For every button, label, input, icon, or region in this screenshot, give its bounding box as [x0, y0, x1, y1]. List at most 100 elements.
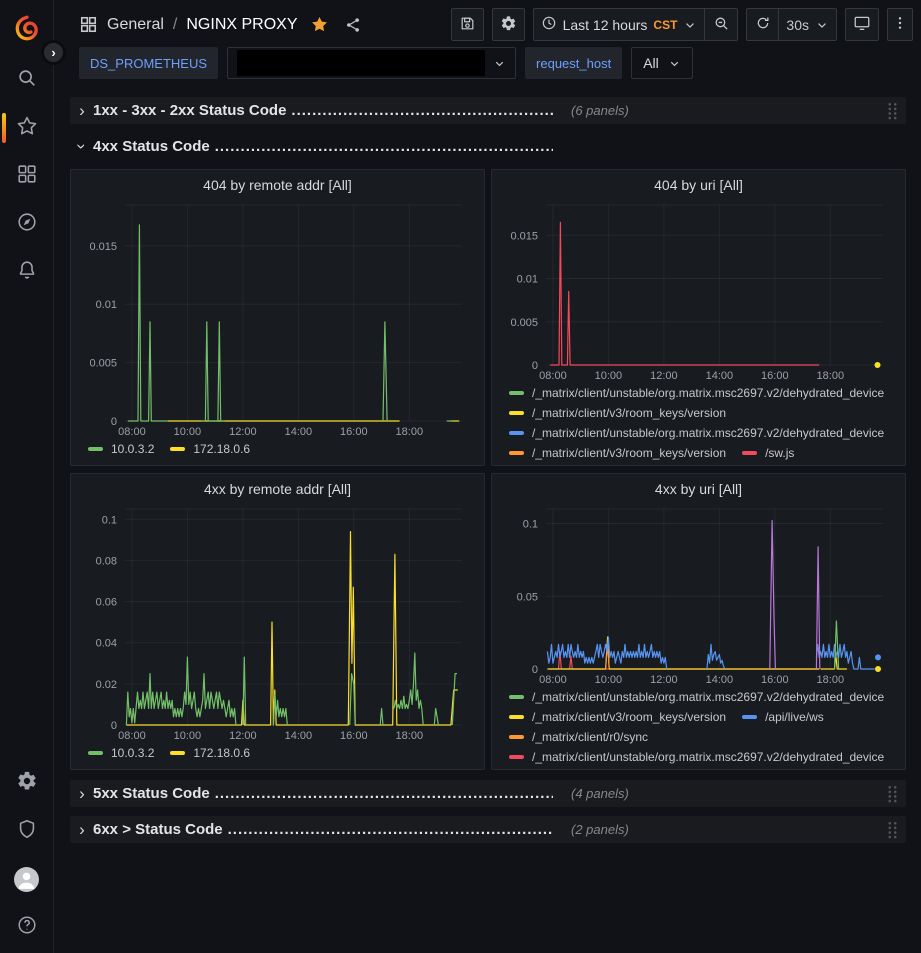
breadcrumb-separator: / [172, 15, 178, 33]
variable-value-request-host: All [643, 55, 659, 71]
legend-item[interactable]: /_matrix/client/v3/room_keys/version [509, 403, 726, 423]
time-range-picker[interactable]: Last 12 hours CST [532, 8, 706, 41]
row-title: 6xx > Status Code [93, 820, 223, 838]
legend-series-color [742, 451, 758, 455]
legend-item[interactable]: 10.0.3.2 [88, 439, 154, 459]
row-title-dots: ........................................… [227, 820, 553, 838]
sidebar-nav [0, 56, 53, 296]
legend-series-color [509, 391, 524, 395]
sidebar-item-explore[interactable] [0, 200, 53, 248]
redacted-value [237, 50, 486, 76]
sidebar-item-dashboards[interactable] [0, 152, 53, 200]
save-dashboard-button[interactable] [450, 8, 484, 41]
sidebar-item-help[interactable] [0, 903, 53, 951]
legend-series-label: /_matrix/client/unstable/org.matrix.msc2… [532, 690, 885, 704]
sidebar-item-profile[interactable] [0, 855, 53, 903]
row-6xx[interactable]: › 6xx > Status Code.....................… [70, 816, 906, 843]
time-zone-label: CST [653, 17, 678, 32]
panel-legend: 10.0.3.2 172.18.0.6 [81, 742, 474, 766]
row-drag-handle[interactable] [887, 784, 898, 803]
legend-series-label: 172.18.0.6 [193, 442, 251, 456]
legend-series-label: /_matrix/client/unstable/org.matrix.msc2… [532, 426, 885, 440]
compass-icon [16, 211, 38, 238]
svg-text:0.02: 0.02 [96, 679, 117, 691]
row-drag-handle[interactable] [887, 101, 898, 120]
panel-title[interactable]: 4xx by remote addr [All] [203, 481, 352, 497]
legend-item[interactable]: /_matrix/client/v3/room_keys/version [509, 443, 726, 462]
svg-text:0.01: 0.01 [517, 274, 538, 286]
refresh-interval-select[interactable]: 30s [779, 8, 837, 41]
svg-text:18:00: 18:00 [817, 370, 845, 382]
row-title: 1xx - 3xx - 2xx Status Code [93, 101, 287, 119]
sidebar-item-server-admin[interactable] [0, 807, 53, 855]
grafana-logo[interactable] [10, 12, 44, 46]
favorite-star-icon[interactable] [310, 15, 329, 34]
legend-item[interactable]: 10.0.3.2 [88, 743, 154, 763]
svg-text:0.015: 0.015 [510, 230, 538, 242]
row-1xx-3xx-2xx[interactable]: › 1xx - 3xx - 2xx Status Code...........… [70, 97, 906, 124]
legend-series-label: /_matrix/client/unstable/org.matrix.msc2… [532, 750, 885, 764]
legend-series-color [509, 451, 524, 455]
chevron-right-icon: › [79, 820, 85, 839]
legend-item[interactable]: /_matrix/client/v3/room_keys/version [509, 707, 726, 727]
svg-text:0.005: 0.005 [510, 317, 538, 329]
tv-mode-button[interactable] [845, 8, 879, 41]
svg-text:0.005: 0.005 [89, 358, 117, 370]
svg-text:10:00: 10:00 [595, 370, 623, 382]
row-5xx[interactable]: › 5xx Status Code.......................… [70, 780, 906, 807]
legend-item[interactable]: /_matrix/client/unstable/org.matrix.msc2… [509, 747, 884, 766]
legend-series-color [742, 715, 758, 719]
row-drag-handle[interactable] [887, 820, 898, 839]
svg-text:14:00: 14:00 [285, 426, 313, 438]
sidebar-expand-button[interactable]: › [41, 40, 66, 65]
chevron-down-icon [493, 57, 506, 70]
panel-title[interactable]: 4xx by uri [All] [654, 481, 743, 497]
panel-plot-404-by-uri[interactable]: 08:00 10:00 12:00 14:00 16:00 18:00 0 0.005 0.01… [502, 200, 895, 382]
panel-plot-404-by-remote-addr[interactable]: 08:00 10:00 12:00 14:00 16:00 18:00 0 0.005 0.01… [81, 200, 474, 438]
monitor-icon [853, 14, 871, 35]
variable-select-request-host[interactable]: All [631, 47, 693, 79]
svg-text:0: 0 [532, 664, 538, 676]
sidebar-item-search[interactable] [0, 56, 53, 104]
legend-series-color [170, 447, 186, 451]
svg-text:18:00: 18:00 [396, 730, 424, 742]
legend-item[interactable]: /_matrix/client/unstable/org.matrix.msc2… [509, 383, 884, 403]
panel-plot-4xx-by-remote-addr[interactable]: 08:00 10:00 12:00 14:00 16:00 18:00 0 0.02 0.04 0… [81, 504, 474, 742]
legend-series-label: 10.0.3.2 [111, 746, 155, 760]
breadcrumb-section[interactable]: General [107, 15, 164, 33]
legend-series-color [509, 411, 524, 415]
legend-item[interactable]: /sw.js [742, 443, 794, 462]
legend-item[interactable]: /_matrix/client/r0/sync [509, 727, 648, 747]
svg-text:12:00: 12:00 [650, 674, 678, 686]
share-icon[interactable] [344, 16, 362, 34]
panel-4xx-by-remote-addr: 4xx by remote addr [All] 08:00 10:00 12:00 1… [70, 473, 485, 770]
svg-text:18:00: 18:00 [817, 674, 845, 686]
legend-series-color [509, 735, 524, 739]
legend-item[interactable]: /_matrix/client/unstable/org.matrix.msc2… [509, 423, 884, 443]
panel-title[interactable]: 404 by remote addr [All] [203, 177, 352, 193]
svg-text:0.04: 0.04 [96, 638, 117, 650]
sidebar-item-starred[interactable] [0, 104, 53, 152]
legend-item[interactable]: 172.18.0.6 [170, 439, 250, 459]
zoom-out-button[interactable] [705, 8, 739, 41]
variable-select-ds-prometheus[interactable] [227, 47, 517, 79]
shield-icon [16, 818, 38, 845]
legend-item[interactable]: /_matrix/client/unstable/org.matrix.msc2… [509, 687, 884, 707]
row-4xx[interactable]: › 4xx Status Code.......................… [70, 133, 906, 160]
svg-text:10:00: 10:00 [595, 674, 623, 686]
legend-series-label: /_matrix/client/v3/room_keys/version [532, 406, 727, 420]
panel-plot-4xx-by-uri[interactable]: 08:00 10:00 12:00 14:00 16:00 18:00 0 0.05 0.1 [502, 504, 895, 686]
dashboard-settings-button[interactable] [491, 8, 525, 41]
panel-title[interactable]: 404 by uri [All] [654, 177, 743, 193]
refresh-button[interactable] [746, 8, 780, 41]
sidebar-item-configuration[interactable] [0, 759, 53, 807]
legend-item[interactable]: 172.18.0.6 [170, 743, 250, 763]
more-options-button[interactable] [887, 8, 913, 41]
legend-item[interactable]: /api/live/ws [742, 707, 824, 727]
svg-text:14:00: 14:00 [706, 674, 734, 686]
legend-series-label: /_matrix/client/r0/sync [532, 730, 649, 744]
panel-legend: 10.0.3.2 172.18.0.6 [81, 438, 474, 462]
chevron-down-icon [815, 18, 829, 32]
sidebar-item-alerting[interactable] [0, 248, 53, 296]
question-circle-icon [16, 914, 38, 941]
